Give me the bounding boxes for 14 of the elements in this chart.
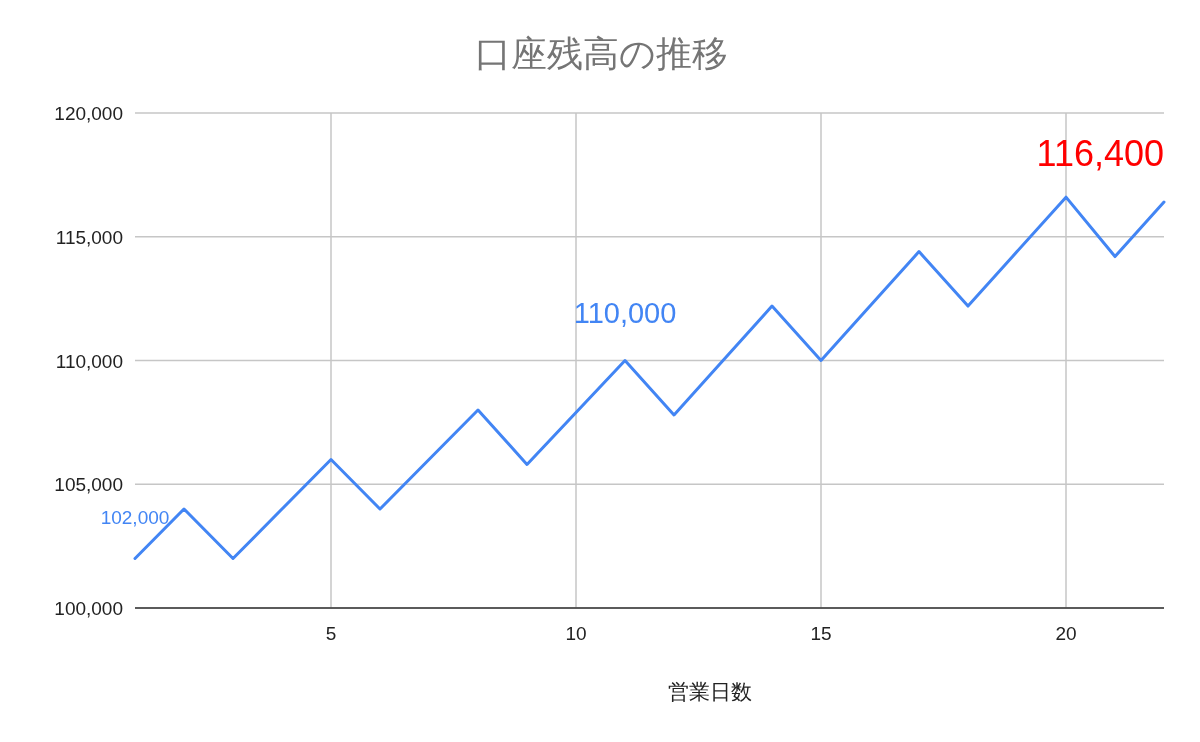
y-tick-label: 115,000 xyxy=(55,226,123,248)
chart-title: 口座残高の推移 xyxy=(474,33,728,74)
annotation: 116,400 xyxy=(1036,133,1164,175)
data-label: 102,000 xyxy=(100,506,170,528)
x-tick-label: 15 xyxy=(810,623,832,644)
y-tick-label: 105,000 xyxy=(54,474,123,496)
x-axis-title: 営業日数 xyxy=(667,680,752,703)
x-tick-label: 10 xyxy=(565,623,587,644)
y-tick-label: 110,000 xyxy=(55,350,123,372)
x-tick-label: 5 xyxy=(325,623,337,644)
x-tick-label: 20 xyxy=(1055,623,1077,644)
data-label: 110,000 xyxy=(573,296,677,329)
y-tick-label: 100,000 xyxy=(54,598,123,619)
y-tick-label: 120,000 xyxy=(54,103,123,124)
